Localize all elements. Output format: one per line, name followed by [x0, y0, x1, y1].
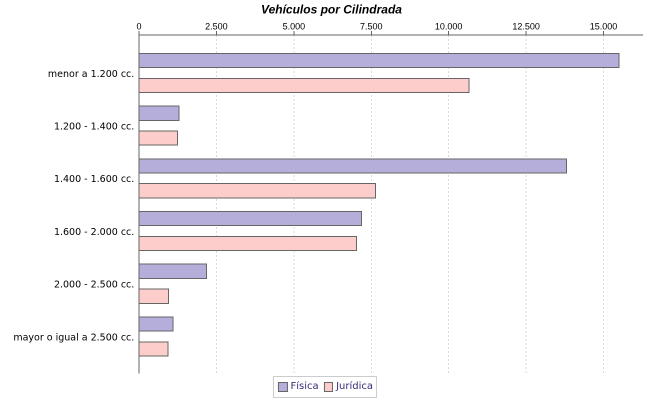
bar-Física-3 — [138, 211, 363, 227]
legend-label: Física — [290, 381, 319, 392]
axes — [138, 31, 643, 374]
legend-swatch — [323, 382, 334, 392]
category-axis-labels: menor a 1.200 cc. 1.200 - 1.400 cc. 1.400 … — [13, 69, 134, 344]
legend-swatch — [277, 382, 288, 392]
bar-Física-4 — [138, 263, 208, 279]
bar-Física-1 — [138, 105, 180, 121]
x-tick-label: 15.000 — [590, 22, 618, 32]
bar-Física-0 — [138, 52, 620, 69]
category-label: menor a 1.200 cc. — [48, 69, 134, 80]
legend: Física Jurídica — [272, 376, 378, 398]
x-tick-label: 0 — [136, 22, 141, 32]
x-tick-label: 10.000 — [435, 22, 463, 32]
category-label: mayor o igual a 2.500 cc. — [13, 332, 134, 343]
bars — [138, 52, 620, 357]
bar-Jurídica-1 — [138, 130, 179, 146]
bar-Jurídica-5 — [138, 341, 169, 357]
bar-Jurídica-2 — [138, 183, 376, 199]
x-axis-tick-labels: 0 2.500 5.000 7.500 10.000 12.500 15.000 — [136, 22, 617, 32]
bar-Física-5 — [138, 316, 174, 332]
x-tick-label: 12.500 — [512, 22, 540, 32]
category-label: 1.200 - 1.400 cc. — [54, 121, 134, 132]
category-label: 2.000 - 2.500 cc. — [54, 280, 134, 291]
legend-label: Jurídica — [336, 381, 374, 392]
x-tick-label: 2.500 — [205, 22, 228, 32]
bar-Física-2 — [138, 158, 567, 174]
chart-title: Vehículos por Cilindrada — [261, 3, 402, 17]
category-label: 1.400 - 1.600 cc. — [54, 174, 134, 185]
bar-Jurídica-4 — [138, 288, 169, 304]
legend-item-Jurídica: Jurídica — [323, 381, 374, 392]
x-tick-label: 5.000 — [283, 22, 306, 32]
x-tick-label: 7.500 — [360, 22, 383, 32]
bar-Jurídica-3 — [138, 235, 358, 252]
bar-Jurídica-0 — [138, 77, 470, 94]
category-label: 1.600 - 2.000 cc. — [54, 227, 134, 238]
legend-item-Física: Física — [277, 381, 319, 392]
